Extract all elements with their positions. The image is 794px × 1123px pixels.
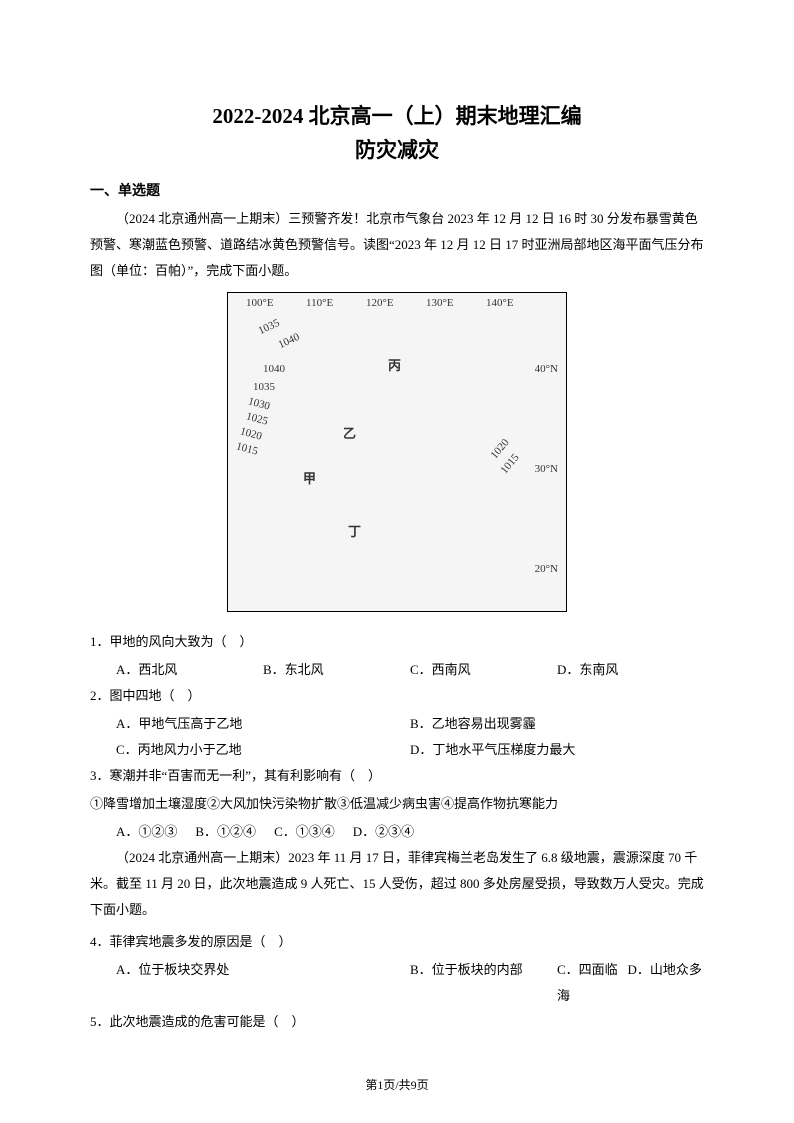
option-3b: B．①②④	[195, 819, 256, 845]
option-1d: D．东南风	[557, 657, 704, 683]
question-1-stem: 1．甲地的风向大致为（ ）	[90, 629, 704, 655]
question-4-stem: 4．菲律宾地震多发的原因是（ ）	[90, 929, 704, 955]
section-header: 一、单选题	[90, 180, 704, 200]
lon-label: 120°E	[366, 297, 394, 309]
question-2-options: A．甲地气压高于乙地 B．乙地容易出现雾霾 C．丙地风力小于乙地 D．丁地水平气…	[90, 711, 704, 763]
pressure-value: 1020	[239, 425, 263, 442]
option-1b: B．东北风	[263, 657, 410, 683]
pressure-value: 1015	[235, 440, 259, 457]
option-2c: C．丙地风力小于乙地	[116, 737, 410, 763]
question-1-options: A．西北风 B．东北风 C．西南风 D．东南风	[90, 657, 704, 683]
question-3-options: A．①②③ B．①②④ C．①③④ D．②③④	[90, 819, 704, 845]
question-4-options: A．位于板块交界处 B．位于板块的内部 C．四面临海 D．山地众多	[90, 957, 704, 1009]
option-3a: A．①②③	[116, 819, 177, 845]
passage-1: （2024 北京通州高一上期末）三预警齐发！北京市气象台 2023 年 12 月…	[90, 206, 704, 284]
point-label-jia: 甲	[303, 468, 316, 487]
option-2a: A．甲地气压高于乙地	[116, 711, 410, 737]
lon-label: 100°E	[246, 297, 274, 309]
passage-2: （2024 北京通州高一上期末）2023 年 11 月 17 日，菲律宾梅兰老岛…	[90, 845, 704, 923]
option-2b: B．乙地容易出现雾霾	[410, 711, 704, 737]
question-2-stem: 2．图中四地（ ）	[90, 683, 704, 709]
main-title: 2022-2024 北京高一（上）期末地理汇编	[90, 100, 704, 130]
option-4d: D．山地众多	[628, 957, 704, 1009]
lat-label: 30°N	[535, 463, 558, 475]
point-label-bing: 丙	[388, 355, 401, 374]
question-5-stem: 5．此次地震造成的危害可能是（ ）	[90, 1009, 704, 1035]
option-2d: D．丁地水平气压梯度力最大	[410, 737, 704, 763]
pressure-map-figure: 100°E 110°E 120°E 130°E 140°E 40°N 30°N …	[227, 292, 567, 612]
question-3-stem: 3．寒潮并非“百害而无一利”，其有利影响有（ ）	[90, 763, 704, 789]
option-4a: A．位于板块交界处	[116, 957, 410, 1009]
figure-container: 100°E 110°E 120°E 130°E 140°E 40°N 30°N …	[90, 292, 704, 617]
lon-label: 130°E	[426, 297, 454, 309]
option-4c: C．四面临海	[557, 957, 628, 1009]
lat-label: 20°N	[535, 563, 558, 575]
sub-title: 防灾减灾	[90, 134, 704, 164]
pressure-value: 1035	[256, 317, 281, 337]
option-3c: C．①③④	[274, 819, 335, 845]
lon-label: 140°E	[486, 297, 514, 309]
pressure-value: 1040	[276, 331, 301, 351]
option-4b: B．位于板块的内部	[410, 957, 557, 1009]
point-label-ding: 丁	[348, 521, 361, 540]
question-3-subtext: ①降雪增加土壤湿度②大风加快污染物扩散③低温减少病虫害④提高作物抗寒能力	[90, 791, 704, 817]
option-1c: C．西南风	[410, 657, 557, 683]
point-label-yi: 乙	[343, 423, 356, 442]
lat-label: 40°N	[535, 363, 558, 375]
option-3d: D．②③④	[353, 819, 414, 845]
page-footer: 第1页/共9页	[0, 1076, 794, 1093]
pressure-value: 1040	[263, 363, 285, 375]
pressure-value: 1035	[253, 381, 275, 393]
lon-label: 110°E	[306, 297, 333, 309]
pressure-value: 1025	[245, 410, 269, 427]
option-1a: A．西北风	[116, 657, 263, 683]
